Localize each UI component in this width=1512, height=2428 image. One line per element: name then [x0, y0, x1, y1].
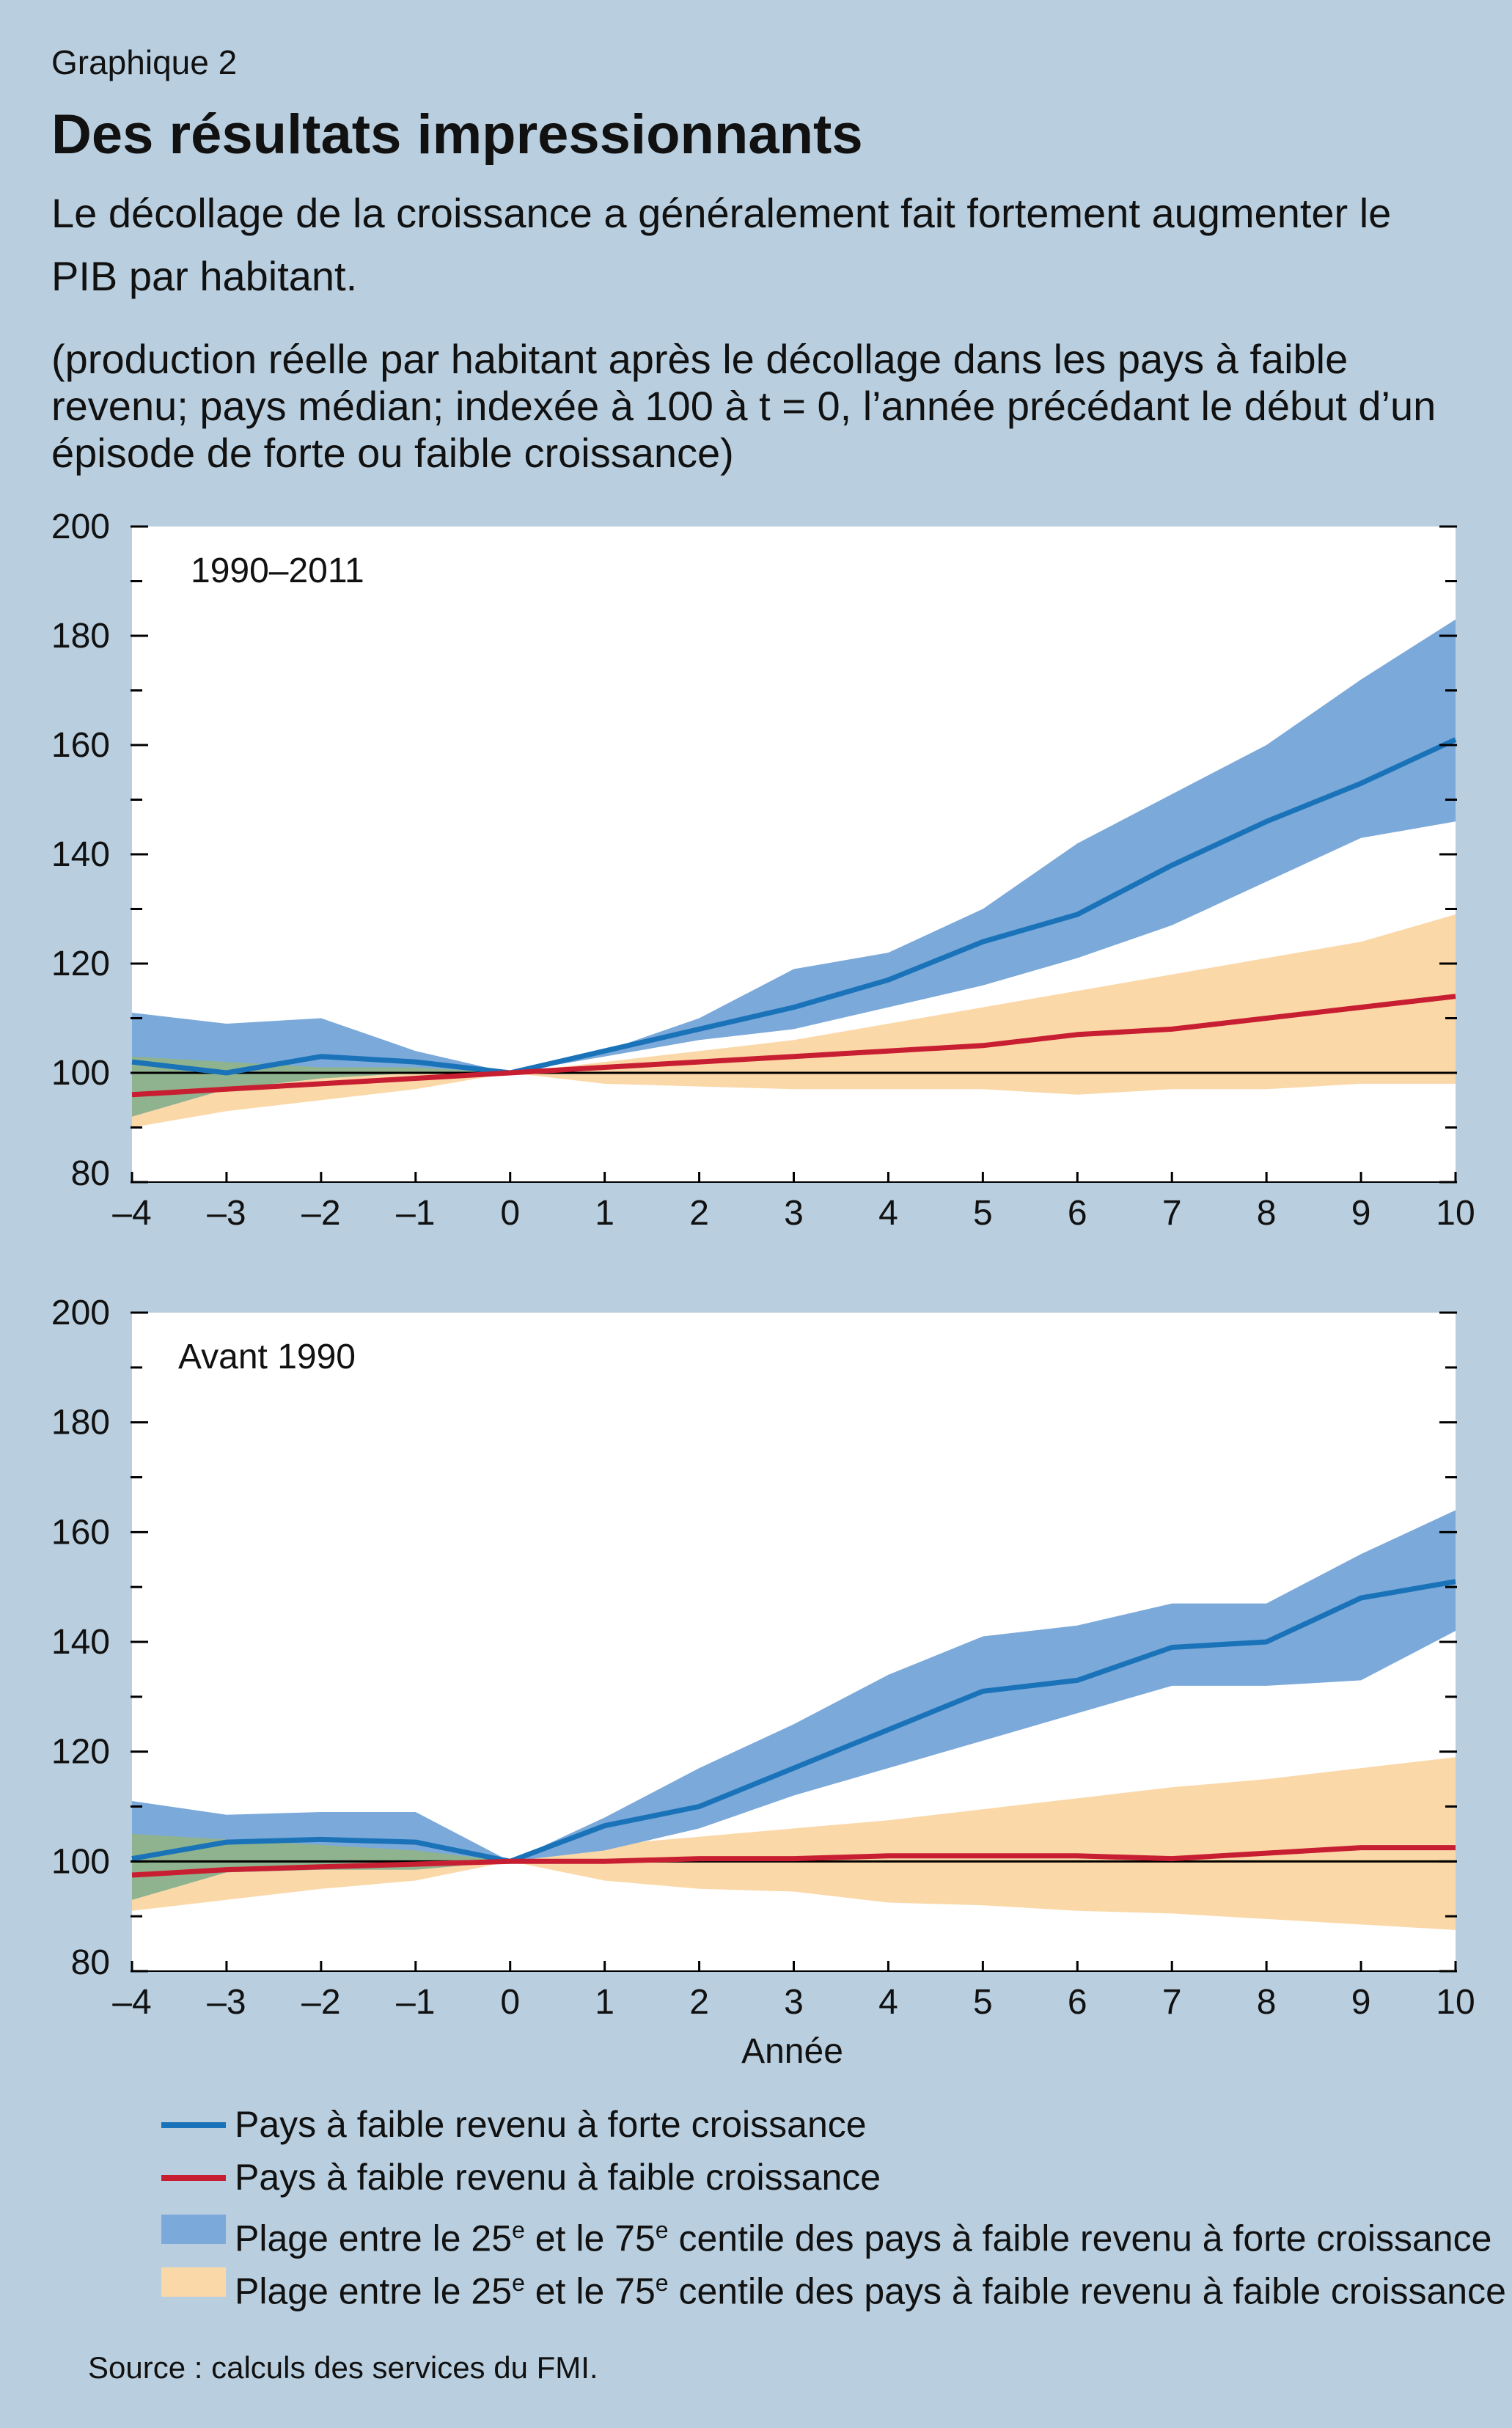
x-tick-label: –3	[207, 1983, 246, 2022]
x-tick-label: 6	[1068, 1194, 1087, 1233]
x-tick-label: 1	[595, 1194, 614, 1233]
low-growth-line	[131, 994, 1456, 1098]
x-tick-label: 7	[1162, 1983, 1182, 2022]
x-tick-label: –4	[112, 1194, 151, 1233]
legend-label-high-line: Pays à faible revenu à forte croissance	[235, 2104, 867, 2145]
legend-text-part: et le 75	[524, 2218, 656, 2259]
y-tick-label: 200	[51, 507, 110, 546]
legend-label-low-band: Plage entre le 25e et le 75e centile des…	[235, 2257, 1506, 2317]
x-tick-label: 3	[784, 1194, 804, 1233]
legend-text-part: Plage entre le 25	[235, 2218, 513, 2259]
y-tick-label: 200	[51, 1294, 110, 1332]
legend-text-part: centile des pays à faible revenu à forte…	[668, 2218, 1492, 2259]
legend-swatch-low-band	[161, 2267, 226, 2297]
legend-swatch-low-line	[161, 2175, 226, 2181]
y-tick-label: 120	[51, 1733, 110, 1772]
x-tick-label: 6	[1068, 1983, 1087, 2022]
legend-item-high-band: Plage entre le 25e et le 75e centile des…	[161, 2204, 1496, 2259]
y-tick-label: 140	[51, 835, 110, 874]
panel-label: 1990–2011	[191, 551, 364, 590]
legend-item-high-line: Pays à faible revenu à forte croissance	[161, 2099, 1496, 2150]
x-tick-label: 3	[784, 1983, 804, 2022]
y-tick-label: 80	[71, 1154, 110, 1193]
x-tick-label: 8	[1257, 1983, 1277, 2022]
y-tick-label: 120	[51, 945, 110, 983]
graph-number: Graphique 2	[51, 43, 238, 81]
y-tick-label: 180	[51, 1404, 110, 1442]
legend-item-low-line: Pays à faible revenu à faible croissance	[161, 2152, 1496, 2203]
legend-superscript: e	[512, 2270, 525, 2296]
high-growth-line	[131, 737, 1457, 1076]
y-tick-label: 160	[51, 726, 110, 765]
legend-superscript: e	[655, 2270, 669, 2296]
legend-item-low-band: Plage entre le 25e et le 75e centile des…	[161, 2257, 1506, 2312]
units-note: (production réelle par habitant après le…	[51, 336, 1436, 476]
x-tick-label: –1	[396, 1194, 435, 1233]
high-growth-line	[131, 1579, 1456, 1864]
x-tick-label: 8	[1257, 1194, 1277, 1233]
x-tick-label: 4	[878, 1983, 898, 2022]
x-tick-label: –1	[396, 1983, 435, 2022]
legend-superscript: e	[655, 2217, 669, 2243]
x-tick-label: 2	[689, 1194, 709, 1233]
x-tick-label: 10	[1436, 1983, 1475, 2022]
x-tick-label: 9	[1351, 1983, 1371, 2022]
y-tick-label: 180	[51, 617, 110, 656]
x-tick-label: –4	[112, 1983, 151, 2022]
y-tick-label: 80	[71, 1943, 110, 1982]
chart-subtitle: Le décollage de la croissance a générale…	[51, 190, 1392, 299]
x-tick-label: 1	[595, 1983, 614, 2022]
low-growth-line	[131, 1845, 1456, 1878]
x-tick-label: 0	[500, 1194, 520, 1233]
x-tick-label: 9	[1351, 1194, 1371, 1233]
legend-superscript: e	[512, 2217, 525, 2243]
panel-label: Avant 1990	[178, 1338, 356, 1376]
x-axis-label: Année	[741, 2032, 843, 2071]
source-note: Source : calculs des services du FMI.	[88, 2350, 598, 2385]
legend-text-part: et le 75	[524, 2270, 656, 2312]
x-tick-label: 5	[973, 1194, 993, 1233]
x-tick-label: –2	[301, 1983, 340, 2022]
legend-label-high-band: Plage entre le 25e et le 75e centile des…	[235, 2204, 1491, 2264]
x-tick-label: 7	[1162, 1194, 1182, 1233]
x-tick-label: 2	[689, 1983, 709, 2022]
legend-swatch-high-band	[161, 2215, 226, 2244]
y-tick-label: 100	[51, 1054, 110, 1093]
legend-text-part: Plage entre le 25	[235, 2270, 513, 2312]
chart-title: Des résultats impressionnants	[51, 103, 863, 166]
x-tick-label: –2	[301, 1194, 340, 1233]
x-tick-label: 4	[878, 1194, 898, 1233]
x-tick-label: 10	[1436, 1194, 1475, 1233]
x-tick-label: –3	[207, 1194, 246, 1233]
x-tick-label: 0	[500, 1983, 520, 2022]
y-tick-label: 160	[51, 1513, 110, 1552]
y-tick-label: 140	[51, 1623, 110, 1662]
low-growth-band	[132, 1757, 1456, 1930]
legend-text-part: centile des pays à faible revenu à faibl…	[668, 2270, 1506, 2312]
legend-swatch-high-line	[161, 2122, 226, 2128]
y-tick-label: 100	[51, 1842, 110, 1881]
x-tick-label: 5	[973, 1983, 993, 2022]
legend-label-low-line: Pays à faible revenu à faible croissance	[235, 2157, 881, 2198]
